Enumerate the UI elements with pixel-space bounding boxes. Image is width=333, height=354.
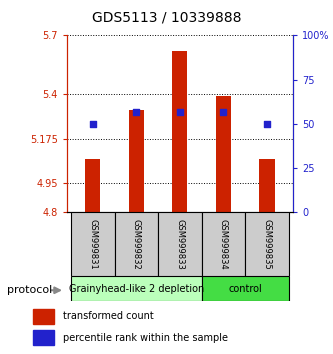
Text: GSM999832: GSM999832: [132, 219, 141, 270]
Bar: [259, 159, 274, 212]
Bar: [201, 276, 289, 301]
Bar: [129, 110, 144, 212]
Point: [221, 109, 226, 114]
Text: Grainyhead-like 2 depletion: Grainyhead-like 2 depletion: [69, 284, 204, 293]
Bar: [115, 212, 158, 276]
Text: GSM999831: GSM999831: [88, 219, 97, 270]
Text: transformed count: transformed count: [63, 311, 154, 321]
Point: [177, 109, 182, 114]
Text: GSM999833: GSM999833: [175, 219, 184, 270]
Text: percentile rank within the sample: percentile rank within the sample: [63, 332, 227, 343]
Text: GSM999834: GSM999834: [219, 219, 228, 270]
Text: GSM999835: GSM999835: [262, 219, 271, 270]
Bar: [71, 276, 201, 301]
Text: protocol: protocol: [7, 285, 52, 295]
Bar: [33, 309, 54, 324]
Bar: [158, 212, 201, 276]
Text: control: control: [228, 284, 262, 293]
Bar: [201, 212, 245, 276]
Text: GDS5113 / 10339888: GDS5113 / 10339888: [92, 11, 241, 25]
Bar: [172, 51, 187, 212]
Bar: [85, 159, 100, 212]
Bar: [71, 212, 115, 276]
Point: [134, 109, 139, 114]
Bar: [33, 330, 54, 345]
Point: [90, 121, 95, 127]
Point: [264, 121, 270, 127]
Bar: [216, 96, 231, 212]
Bar: [245, 212, 289, 276]
